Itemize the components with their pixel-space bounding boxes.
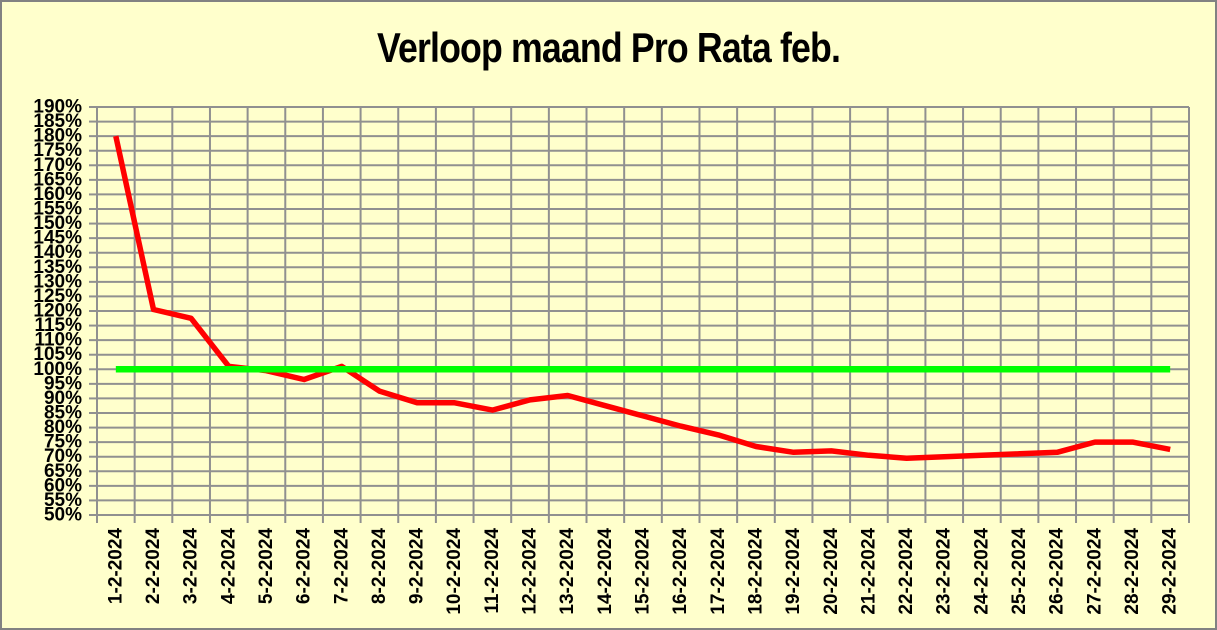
y-tick-label: 140%: [33, 242, 82, 263]
y-tick-label: 160%: [33, 184, 82, 205]
x-tick-label: 13-2-2024: [557, 528, 578, 615]
x-tick-label: 4-2-2024: [218, 528, 239, 604]
x-tick-label: 2-2-2024: [143, 528, 164, 604]
y-tick-label: 170%: [33, 155, 82, 176]
x-tick-label: 18-2-2024: [745, 528, 766, 615]
y-tick-label: 65%: [44, 461, 82, 482]
x-tick-label: 24-2-2024: [971, 528, 992, 615]
y-tick-label: 100%: [33, 359, 82, 380]
x-tick-label: 23-2-2024: [934, 528, 955, 615]
x-tick-label: 28-2-2024: [1122, 528, 1143, 615]
y-tick-label: 115%: [34, 315, 82, 336]
x-tick-label: 25-2-2024: [1009, 528, 1030, 615]
y-tick-label: 60%: [44, 475, 82, 496]
y-tick-label: 145%: [33, 228, 82, 249]
x-tick-label: 15-2-2024: [633, 528, 654, 615]
x-tick-label: 5-2-2024: [256, 528, 277, 604]
y-tick-label: 150%: [33, 213, 82, 234]
x-tick-label: 8-2-2024: [369, 528, 390, 604]
x-tick-label: 19-2-2024: [783, 528, 804, 615]
x-tick-label: 17-2-2024: [708, 528, 729, 615]
x-tick-label: 20-2-2024: [821, 528, 842, 615]
x-tick-label: 12-2-2024: [520, 528, 541, 615]
x-tick-label: 11-2-2024: [482, 528, 503, 614]
y-tick-label: 80%: [44, 417, 82, 438]
x-tick-label: 9-2-2024: [407, 528, 428, 604]
y-tick-label: 120%: [33, 301, 82, 322]
y-tick-label: 155%: [33, 199, 82, 220]
y-tick-label: 90%: [44, 388, 82, 409]
y-tick-label: 110%: [34, 330, 82, 351]
y-tick-label: 125%: [33, 286, 82, 307]
y-tick-label: 85%: [44, 403, 82, 424]
y-tick-label: 190%: [33, 97, 82, 118]
y-tick-label: 55%: [44, 490, 82, 511]
y-tick-label: 70%: [44, 446, 82, 467]
y-tick-label: 180%: [33, 126, 82, 147]
y-tick-label: 50%: [44, 505, 82, 526]
x-tick-label: 10-2-2024: [444, 528, 465, 615]
x-tick-label: 16-2-2024: [670, 528, 691, 615]
chart-title: Verloop maand Pro Rata feb.: [376, 24, 841, 71]
y-tick-label: 185%: [33, 111, 82, 132]
x-tick-label: 3-2-2024: [181, 528, 202, 604]
y-tick-label: 165%: [33, 169, 82, 190]
x-tick-label: 29-2-2024: [1160, 528, 1181, 615]
y-tick-label: 130%: [33, 271, 82, 292]
x-tick-label: 6-2-2024: [294, 528, 315, 604]
x-tick-label: 7-2-2024: [331, 528, 352, 604]
x-tick-label: 26-2-2024: [1047, 528, 1068, 615]
y-tick-label: 135%: [33, 257, 82, 278]
x-tick-label: 21-2-2024: [858, 528, 879, 615]
y-tick-label: 95%: [44, 373, 82, 394]
x-tick-label: 1-2-2024: [105, 528, 126, 604]
y-tick-label: 105%: [33, 344, 82, 365]
x-tick-label: 27-2-2024: [1084, 528, 1105, 615]
y-tick-label: 175%: [33, 140, 82, 161]
y-tick-label: 75%: [44, 432, 82, 453]
x-tick-label: 14-2-2024: [595, 528, 616, 615]
pro-rata-line: [113, 135, 1171, 461]
x-tick-label: 22-2-2024: [896, 528, 917, 615]
